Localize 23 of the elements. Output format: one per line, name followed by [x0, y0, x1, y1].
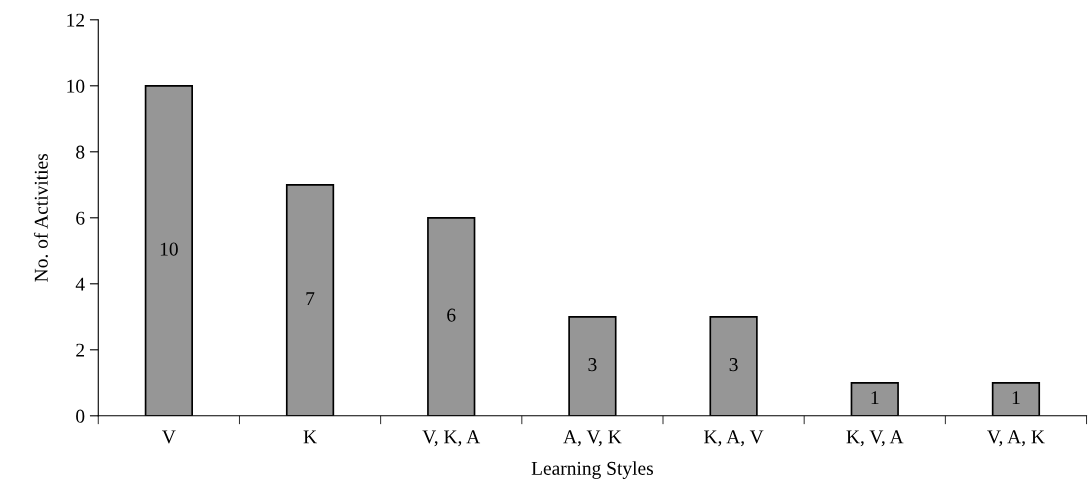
y-tick-label: 8	[76, 145, 85, 159]
data-label: 10	[160, 242, 178, 256]
data-label: 7	[306, 292, 315, 305]
y-tick-label: 2	[76, 343, 85, 357]
y-tick-label: 0	[76, 409, 85, 423]
x-tick-label: V, A, K	[987, 430, 1045, 447]
y-tick-label: 12	[67, 13, 85, 27]
y-tick-label: 10	[67, 79, 85, 93]
x-tick-label: V, K, A	[422, 430, 481, 447]
data-label: 1	[1012, 391, 1020, 404]
x-tick-label: K	[303, 430, 317, 444]
data-label: 1	[871, 391, 879, 404]
data-label: 3	[588, 358, 597, 372]
x-tick-label: K, A, V	[704, 430, 764, 447]
x-tick-label: K, V, A	[846, 430, 904, 447]
y-tick-label: 6	[76, 211, 85, 225]
y-tick-label: 4	[75, 277, 85, 291]
y-axis-title: No. of Activities	[33, 153, 48, 282]
x-tick-label: A, V, K	[563, 430, 622, 447]
data-label: 3	[729, 358, 738, 372]
data-label: 6	[447, 308, 456, 322]
x-axis-title: Learning Styles	[531, 461, 653, 479]
x-tick-label: V	[162, 430, 176, 444]
